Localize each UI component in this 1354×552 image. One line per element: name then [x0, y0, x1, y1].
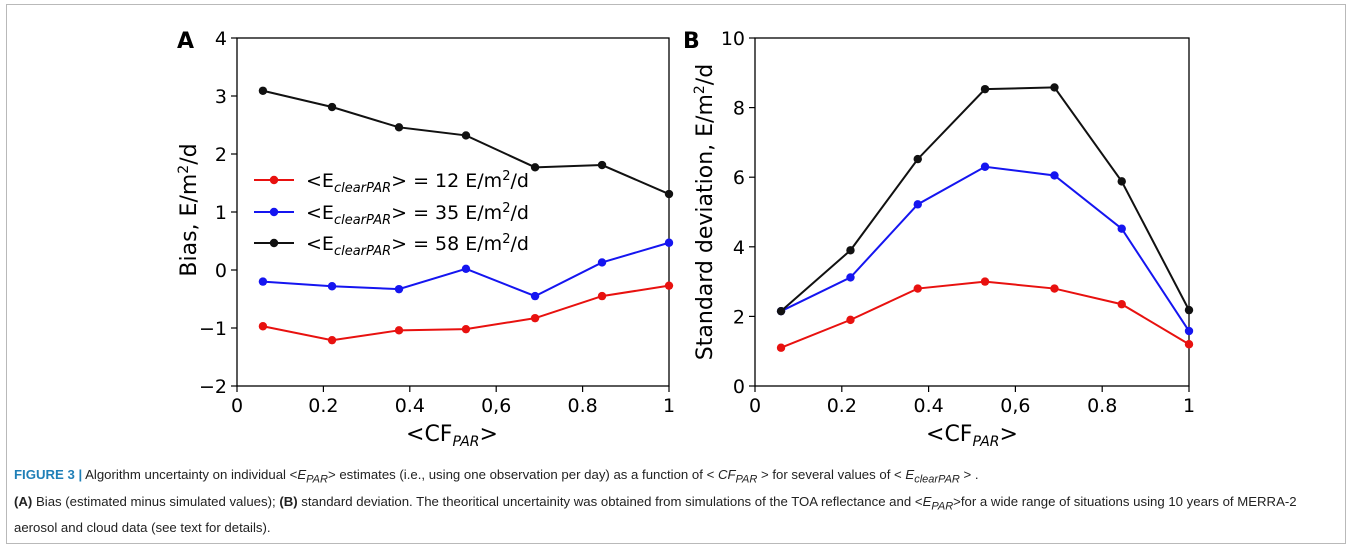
- panel-b-axes-box: [754, 37, 1190, 387]
- legend-entry-35: <EclearPAR> = 35 E/m2/d: [254, 201, 529, 228]
- x-tick-label: 0: [749, 395, 761, 417]
- data-point: [776, 306, 786, 316]
- data-point: [394, 284, 404, 294]
- data-point: [258, 322, 268, 331]
- svg-text:<EclearPAR> = 12 E/m2/d: <EclearPAR> = 12 E/m2/d: [306, 169, 529, 196]
- data-point: [1050, 83, 1059, 92]
- caption-b-label: (B): [279, 493, 298, 509]
- y-tick-label: 2: [215, 144, 227, 166]
- figure-frame: [6, 4, 1346, 544]
- data-point: [461, 131, 471, 140]
- data-point: [980, 277, 990, 286]
- data-point: [597, 160, 607, 170]
- svg-text:<EclearPAR> = 35 E/m2/d: <EclearPAR> = 35 E/m2/d: [306, 201, 529, 228]
- x-tick-label: 0.2: [308, 395, 338, 417]
- x-tick-label: 0.2: [827, 395, 857, 417]
- data-point: [394, 326, 404, 335]
- caption-figure-label: FIGURE 3 |: [14, 467, 83, 482]
- y-tick-label: 10: [721, 28, 745, 50]
- y-tick-label: −1: [199, 318, 227, 340]
- data-point: [913, 284, 922, 293]
- x-tick-label: 0,6: [481, 395, 511, 417]
- panel-a-ylabel: Bias, E/m2/d: [176, 143, 202, 276]
- y-tick-label: 1: [215, 202, 227, 224]
- data-point: [1184, 305, 1194, 315]
- y-tick-label: 3: [215, 86, 227, 108]
- y-tick-label: 4: [733, 237, 745, 259]
- data-point: [327, 102, 337, 112]
- data-point: [461, 324, 471, 334]
- x-tick-label: 1: [1183, 395, 1195, 417]
- data-point: [776, 343, 786, 352]
- data-point: [597, 258, 607, 267]
- data-point: [1050, 284, 1059, 293]
- x-tick-label: 0,6: [1000, 395, 1030, 417]
- figure-caption: FIGURE 3 | Algorithm uncertainty on indi…: [14, 467, 1297, 536]
- panel-a: 0 0.2 0.4 0,6 0.8 1 −2 −1 0 1 2 3 4 A Bias, E/m2/d <…: [176, 28, 675, 450]
- x-tick-label: 0.4: [913, 395, 943, 417]
- data-point: [394, 123, 404, 132]
- data-point: [327, 335, 337, 345]
- data-point: [461, 264, 471, 274]
- legend-entry-12: <EclearPAR> = 12 E/m2/d: [254, 169, 529, 196]
- data-point: [327, 282, 337, 291]
- x-tick-label: 0: [231, 395, 243, 417]
- panel-b-ylabel: Standard deviation, E/m2/d: [692, 64, 718, 360]
- data-point: [1117, 300, 1126, 309]
- data-point: [664, 281, 674, 290]
- data-point: [258, 86, 268, 95]
- panel-b-xlabel: <CFPAR>: [926, 422, 1018, 450]
- panel-a-xlabel: <CFPAR>: [406, 422, 498, 450]
- data-point: [913, 154, 922, 164]
- data-point: [1117, 177, 1126, 186]
- legend-entry-58: <EclearPAR> = 58 E/m2/d: [254, 232, 529, 259]
- y-tick-label: 6: [733, 167, 745, 189]
- x-tick-label: 1: [663, 395, 675, 417]
- data-point: [664, 238, 674, 247]
- data-point: [530, 163, 540, 172]
- x-tick-label: 0.8: [1087, 395, 1117, 417]
- x-tick-label: 0.4: [395, 395, 425, 417]
- data-point: [846, 315, 855, 325]
- data-point: [846, 246, 855, 255]
- data-point: [980, 84, 990, 94]
- panel-a-legend: <EclearPAR> = 12 E/m2/d <EclearPAR> = 35…: [254, 169, 529, 259]
- caption-a-label: (A): [14, 493, 33, 509]
- panel-b-label: B: [683, 29, 700, 54]
- data-point: [664, 189, 674, 199]
- y-tick-label: 8: [733, 98, 745, 120]
- panel-a-plot: 0 0.2 0.4 0,6 0.8 1 −2 −1 0 1 2 3 4: [199, 28, 675, 417]
- data-point: [913, 200, 922, 209]
- y-tick-label: 0: [733, 376, 745, 398]
- data-point: [530, 313, 540, 323]
- data-point: [530, 291, 540, 301]
- data-point: [258, 277, 268, 286]
- data-point: [1184, 326, 1194, 336]
- y-tick-label: 4: [215, 28, 227, 50]
- data-point: [1184, 340, 1194, 349]
- panel-a-label: A: [177, 29, 194, 54]
- y-tick-label: −2: [199, 376, 227, 398]
- figure-charts: 0 0.2 0.4 0,6 0.8 1 −2 −1 0 1 2 3 4 A Bias, E/m2/d <…: [176, 28, 1195, 450]
- series-line: [780, 280, 1190, 349]
- data-point: [980, 162, 990, 171]
- y-tick-label: 2: [733, 306, 745, 328]
- data-point: [846, 273, 855, 282]
- y-tick-label: 0: [215, 260, 227, 282]
- data-point: [1117, 224, 1126, 233]
- x-tick-label: 0.8: [567, 395, 597, 417]
- data-point: [597, 291, 607, 301]
- svg-text:<EclearPAR> = 58 E/m2/d: <EclearPAR> = 58 E/m2/d: [306, 232, 529, 259]
- data-point: [1050, 171, 1059, 180]
